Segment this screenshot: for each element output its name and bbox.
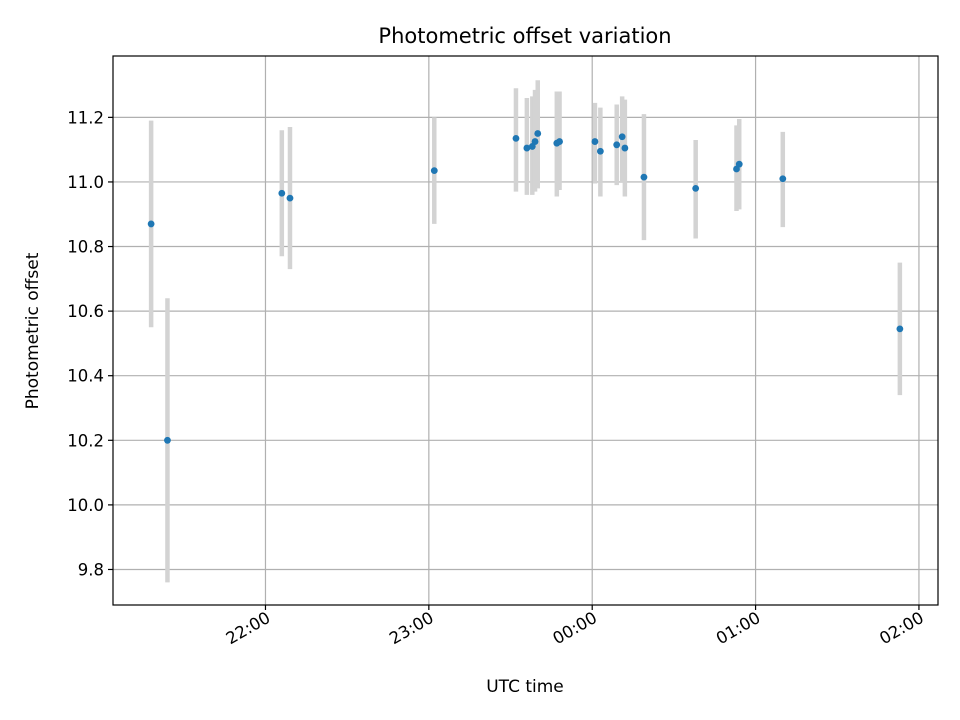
- y-tick-label: 11.0: [67, 173, 104, 192]
- plot-frame: [112, 55, 939, 606]
- point-layer: [147, 130, 904, 444]
- data-point: [779, 175, 787, 183]
- data-point: [591, 138, 599, 145]
- data-point: [640, 173, 648, 181]
- data-point: [613, 141, 621, 149]
- y-tick-label: 10.4: [67, 367, 104, 386]
- y-tick-label: 10.0: [67, 496, 104, 515]
- y-tick-label: 10.8: [67, 238, 104, 257]
- data-point: [523, 144, 531, 152]
- data-point: [735, 160, 743, 168]
- y-tick-label: 9.8: [78, 560, 104, 579]
- data-point: [430, 167, 438, 175]
- y-axis-label: Photometric offset: [23, 252, 43, 409]
- y-tick-label: 11.2: [67, 108, 104, 127]
- y-tick-label: 10.6: [67, 302, 104, 321]
- data-point: [896, 325, 904, 333]
- data-point: [596, 147, 604, 155]
- chart-title: Photometric offset variation: [378, 24, 671, 48]
- data-point: [531, 138, 539, 145]
- data-point: [164, 436, 171, 444]
- data-point: [147, 220, 155, 228]
- data-point: [534, 130, 542, 137]
- data-point: [692, 185, 700, 192]
- data-point: [556, 138, 563, 145]
- grid-layer: [113, 56, 938, 605]
- x-axis-label: UTC time: [486, 677, 564, 697]
- data-point: [512, 134, 520, 142]
- data-point: [618, 133, 626, 141]
- y-tick-label: 10.2: [67, 431, 104, 450]
- data-point: [286, 194, 294, 202]
- data-point: [621, 144, 629, 152]
- y-axis: 9.8 10.0 10.2 10.4 10.6 10.8 11.0 11.2: [67, 108, 113, 579]
- data-point: [278, 189, 286, 197]
